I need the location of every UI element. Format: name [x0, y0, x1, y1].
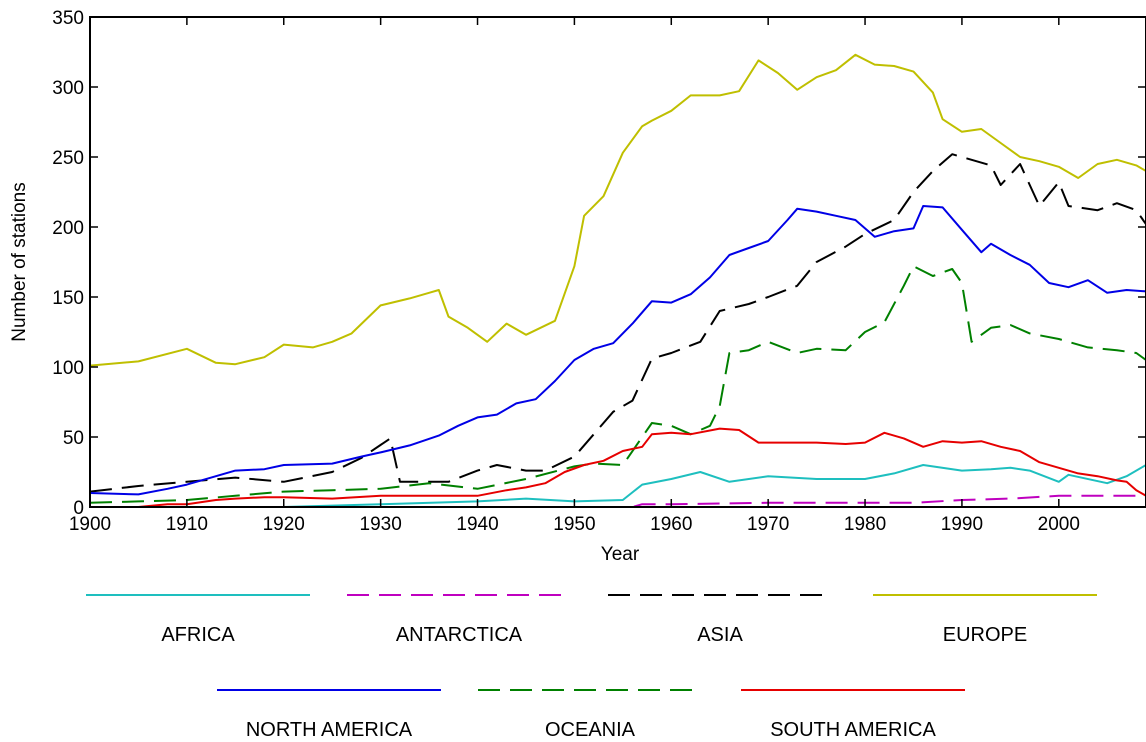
x-axis-title: Year [601, 544, 640, 565]
y-tick-label: 0 [73, 498, 84, 519]
axis-ticks [89, 16, 1146, 508]
legend-label-antarctica: ANTARCTICA [396, 624, 523, 646]
legend-label-north-america: NORTH AMERICA [246, 719, 413, 741]
series-line-africa [90, 464, 1146, 508]
axis-tick-labels: 1900 1910 1920 1930 1940 1950 1960 1970 1980 1990… [52, 8, 1080, 535]
x-tick-label: 1990 [941, 514, 983, 535]
y-tick-label: 200 [52, 218, 84, 239]
series-line-south-america [90, 427, 1146, 508]
legend-label-europe: EUROPE [943, 624, 1027, 646]
y-tick-label: 100 [52, 358, 84, 379]
legend-label-south-america: SOUTH AMERICA [770, 719, 936, 741]
x-tick-label: 2000 [1038, 514, 1080, 535]
series-line-north-america [89, 205, 1146, 496]
series-line-oceania [89, 265, 1146, 504]
legend-label-asia: ASIA [697, 624, 743, 646]
x-tick-label: 1960 [650, 514, 692, 535]
y-tick-label: 300 [52, 78, 84, 99]
legend: AFRICA ANTARCTICA ASIA EUROPE NORTH AMERICA O… [86, 594, 1097, 741]
x-tick-label: 1950 [553, 514, 595, 535]
series-line-europe [89, 53, 1146, 367]
x-tick-label: 1920 [263, 514, 305, 535]
y-tick-label: 250 [52, 148, 84, 169]
x-tick-label: 1900 [69, 514, 111, 535]
x-tick-label: 1980 [844, 514, 886, 535]
y-tick-label: 350 [52, 8, 84, 29]
legend-label-oceania: OCEANIA [545, 719, 636, 741]
plot-frame [89, 16, 1146, 508]
y-axis-title: Number of stations [9, 182, 30, 341]
y-tick-label: 50 [63, 428, 84, 449]
plot-series [89, 53, 1146, 508]
series-line-asia [89, 153, 1146, 493]
x-tick-label: 1930 [360, 514, 402, 535]
x-tick-label: 1910 [166, 514, 208, 535]
x-tick-label: 1970 [747, 514, 789, 535]
legend-label-africa: AFRICA [161, 624, 235, 646]
x-tick-label: 1940 [456, 514, 498, 535]
y-tick-label: 150 [52, 288, 84, 309]
